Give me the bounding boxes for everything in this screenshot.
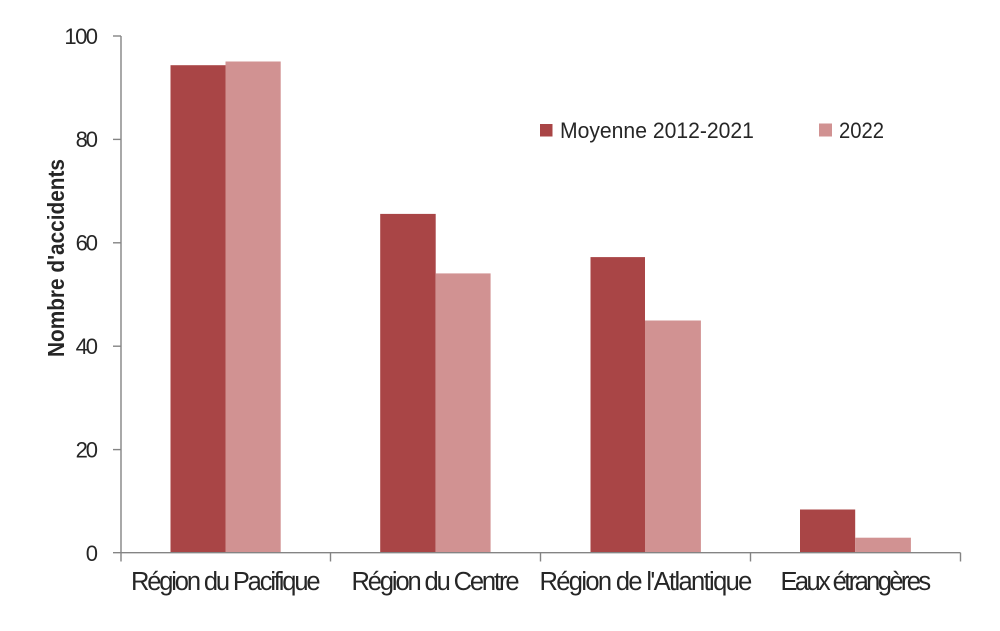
svg-text:Région du Centre: Région du Centre [352, 568, 520, 596]
svg-text:80: 80 [76, 127, 98, 152]
svg-text:Moyenne 2012-2021: Moyenne 2012-2021 [560, 118, 754, 143]
svg-text:40: 40 [76, 334, 98, 359]
svg-text:100: 100 [64, 24, 98, 49]
svg-text:0: 0 [86, 541, 98, 566]
svg-text:20: 20 [76, 437, 98, 462]
svg-text:2022: 2022 [839, 118, 884, 143]
svg-text:Eaux étrangères: Eaux étrangères [781, 568, 932, 596]
svg-text:Nombre d'accidents: Nombre d'accidents [43, 159, 69, 357]
svg-text:Région du Pacifique: Région du Pacifique [131, 568, 321, 596]
svg-text:Région de l'Atlantique: Région de l'Atlantique [539, 568, 752, 596]
svg-text:60: 60 [76, 231, 98, 256]
